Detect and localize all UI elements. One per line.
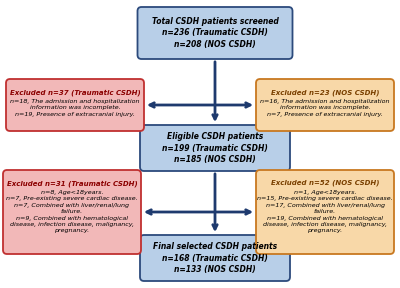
Text: Total CSDH patients screened
n=236 (Traumatic CSDH)
n=208 (NOS CSDH): Total CSDH patients screened n=236 (Trau… [152, 17, 278, 49]
FancyBboxPatch shape [140, 125, 290, 171]
Text: Excluded n=52 (NOS CSDH): Excluded n=52 (NOS CSDH) [271, 180, 379, 187]
Text: Excluded n=23 (NOS CSDH): Excluded n=23 (NOS CSDH) [271, 89, 379, 96]
Text: n=1, Age<18years.
n=15, Pre-existing severe cardiac disease.
n=17, Combined with: n=1, Age<18years. n=15, Pre-existing sev… [257, 190, 393, 233]
FancyBboxPatch shape [138, 7, 292, 59]
Text: Final selected CSDH patients
n=168 (Traumatic CSDH)
n=133 (NOS CSDH): Final selected CSDH patients n=168 (Trau… [153, 242, 277, 274]
Text: n=16, The admission and hospitalization
information was incomplete.
n=7, Presenc: n=16, The admission and hospitalization … [260, 99, 390, 117]
FancyBboxPatch shape [256, 170, 394, 254]
FancyBboxPatch shape [3, 170, 141, 254]
Text: Excluded n=31 (Traumatic CSDH): Excluded n=31 (Traumatic CSDH) [7, 180, 137, 187]
FancyBboxPatch shape [256, 79, 394, 131]
Text: n=8, Age<18years.
n=7, Pre-existing severe cardiac disease.
n=7, Combined with l: n=8, Age<18years. n=7, Pre-existing seve… [6, 190, 138, 233]
Text: n=18, The admission and hospitalization
information was incomplete.
n=19, Presen: n=18, The admission and hospitalization … [10, 99, 140, 117]
FancyBboxPatch shape [140, 235, 290, 281]
FancyBboxPatch shape [6, 79, 144, 131]
Text: Eligible CSDH patients
n=199 (Traumatic CSDH)
n=185 (NOS CSDH): Eligible CSDH patients n=199 (Traumatic … [162, 132, 268, 164]
Text: Excluded n=37 (Traumatic CSDH): Excluded n=37 (Traumatic CSDH) [10, 89, 140, 96]
